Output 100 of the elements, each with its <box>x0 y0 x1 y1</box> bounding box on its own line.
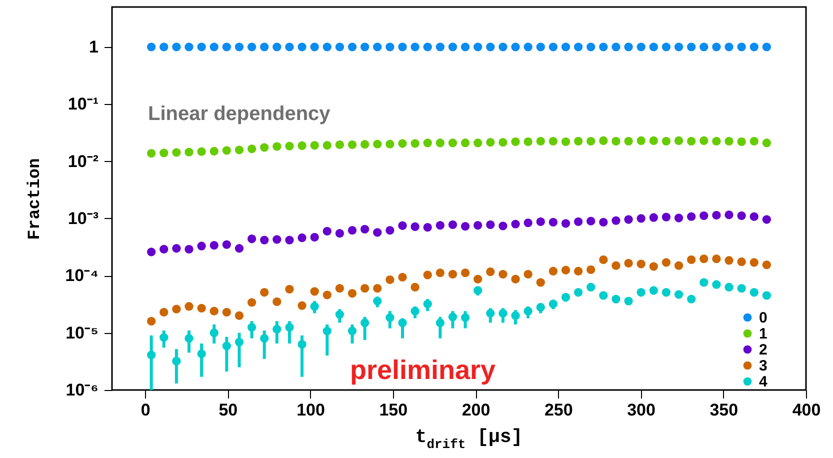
point <box>712 42 721 52</box>
point <box>197 304 206 312</box>
point <box>373 284 382 293</box>
point <box>674 214 684 222</box>
point <box>548 42 558 52</box>
point <box>146 148 156 158</box>
y-tick-label: 10⁻⁶ <box>66 380 98 400</box>
point <box>398 42 407 52</box>
point <box>436 138 444 148</box>
point <box>210 42 218 52</box>
point <box>210 306 218 316</box>
point <box>548 136 558 146</box>
point <box>222 308 232 316</box>
point <box>498 42 508 52</box>
point <box>234 244 244 253</box>
point <box>750 258 758 267</box>
point <box>686 42 696 52</box>
y-tick-label: 10⁻⁴ <box>65 266 98 286</box>
point <box>386 42 394 52</box>
point <box>373 228 382 237</box>
point <box>247 144 256 154</box>
point <box>536 278 545 287</box>
point <box>474 138 482 148</box>
point <box>460 138 470 148</box>
point <box>686 136 696 146</box>
point <box>410 139 420 148</box>
point <box>272 235 282 244</box>
point <box>448 138 458 148</box>
point <box>548 266 558 276</box>
point <box>649 42 658 52</box>
point <box>724 136 734 146</box>
point <box>272 42 282 52</box>
point <box>184 302 194 311</box>
point <box>724 42 734 52</box>
point <box>612 261 620 270</box>
x-tick-label: 200 <box>462 400 490 420</box>
point <box>298 301 306 310</box>
point <box>360 42 370 52</box>
point <box>160 244 168 254</box>
point <box>348 289 357 298</box>
point <box>636 42 646 52</box>
point <box>474 274 482 284</box>
point <box>260 143 269 152</box>
point <box>423 270 432 280</box>
point <box>360 224 370 234</box>
point <box>310 287 319 296</box>
y-tick-label: 10⁻¹ <box>68 94 99 114</box>
point <box>360 284 370 293</box>
point <box>386 140 394 148</box>
point <box>310 232 319 242</box>
x-tick-label: 0 <box>140 400 150 420</box>
point <box>373 140 382 148</box>
point <box>272 297 282 306</box>
point <box>737 42 746 52</box>
point <box>322 290 332 300</box>
point <box>524 270 532 279</box>
point <box>234 146 244 154</box>
point <box>448 220 458 229</box>
point <box>700 211 708 220</box>
point <box>360 140 370 149</box>
point <box>423 138 432 148</box>
point <box>298 141 306 150</box>
point <box>348 42 357 52</box>
point <box>649 136 658 145</box>
point <box>674 261 684 270</box>
point <box>222 42 232 52</box>
point <box>686 212 696 221</box>
point <box>700 136 708 145</box>
point <box>750 212 758 221</box>
point <box>197 242 206 250</box>
point <box>712 136 721 146</box>
point <box>536 42 545 52</box>
point <box>548 218 558 227</box>
annotation: Linear dependency <box>148 103 332 125</box>
point <box>511 274 520 284</box>
point <box>586 42 596 52</box>
x-tick-label: 250 <box>544 400 573 420</box>
point <box>398 221 407 230</box>
legend-label: 0 <box>759 310 768 326</box>
legend-label: 3 <box>759 358 768 374</box>
x-tick-label: 300 <box>627 400 656 420</box>
point <box>599 218 608 227</box>
point <box>574 136 583 146</box>
point <box>636 260 646 268</box>
point <box>712 210 721 220</box>
point <box>335 284 344 293</box>
point <box>486 138 495 147</box>
point <box>561 137 570 146</box>
point <box>737 137 746 146</box>
point <box>448 270 458 279</box>
x-tick-label: 400 <box>792 400 821 420</box>
point <box>184 244 194 254</box>
point <box>436 42 444 52</box>
point <box>524 218 532 228</box>
point <box>335 229 344 238</box>
point <box>160 42 168 52</box>
point <box>348 226 357 235</box>
point <box>184 42 194 52</box>
legend-label: 2 <box>759 342 768 358</box>
point <box>762 215 772 224</box>
